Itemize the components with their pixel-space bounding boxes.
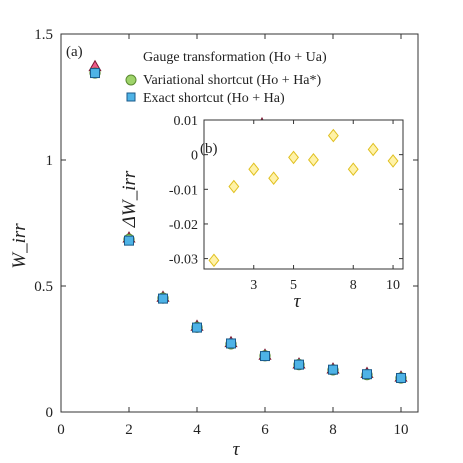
y-tick-label: 1.5 xyxy=(34,27,53,43)
x-tick-label: 0 xyxy=(57,422,65,438)
diamond-point-series-0 xyxy=(228,179,240,194)
diamond-point-series-0 xyxy=(208,253,220,268)
y-tick-label: 0.01 xyxy=(174,114,199,129)
y-tick-label: -0.03 xyxy=(169,253,198,268)
x-tick-label: 5 xyxy=(290,278,297,293)
main-data-points xyxy=(88,59,408,384)
x-tick-label: 8 xyxy=(329,422,337,438)
square-point-series-2 xyxy=(124,235,134,246)
panel-b-label: (b) xyxy=(200,141,218,157)
legend: Gauge transformation (Ho + Ua) Variation… xyxy=(125,50,327,129)
diamond-point-series-0 xyxy=(327,128,339,143)
square-point-series-2 xyxy=(226,338,236,349)
diamond-point-series-0 xyxy=(347,162,359,177)
x-tick-label: 4 xyxy=(193,422,201,438)
y-tick-label: -0.02 xyxy=(169,218,198,233)
main-y-axis-label: W_irr xyxy=(9,223,30,269)
x-tick-label: 2 xyxy=(125,422,133,438)
inset-axis-ticks: 3 5 8 10 0.01 0 -0.01 -0.02 -0.03 xyxy=(169,114,403,293)
x-tick-label: 10 xyxy=(394,422,409,438)
y-tick-label: 0 xyxy=(46,405,54,421)
inset-background xyxy=(204,120,403,269)
square-point-series-2 xyxy=(192,322,202,333)
x-tick-label: 10 xyxy=(386,278,400,293)
inset-plot-frame xyxy=(203,119,404,270)
inset-data-points xyxy=(208,128,399,268)
x-tick-label: 3 xyxy=(250,278,257,293)
x-tick-label: 6 xyxy=(261,422,269,438)
legend-label-exact: Exact shortcut (Ho + Ha) xyxy=(143,91,285,106)
y-tick-label: -0.01 xyxy=(169,183,198,198)
y-tick-label: 0.5 xyxy=(34,279,53,295)
legend-marker-exact xyxy=(126,92,136,102)
square-point-series-2 xyxy=(362,369,372,380)
main-x-axis-label: τ xyxy=(233,439,241,460)
diamond-point-series-0 xyxy=(387,154,399,168)
x-tick-label: 8 xyxy=(350,278,357,293)
y-tick-label: 1 xyxy=(46,153,54,169)
square-point-series-2 xyxy=(328,364,338,375)
square-point-series-2 xyxy=(260,351,270,362)
diamond-point-series-0 xyxy=(268,171,280,186)
main-plot: 0 2 4 6 8 10 0 0.5 1 1.5 (a) τ W_irr xyxy=(9,27,419,460)
diamond-point-series-0 xyxy=(288,150,299,165)
inset-x-axis-label: τ xyxy=(294,291,302,312)
legend-marker-variational xyxy=(125,74,137,86)
square-point-series-2 xyxy=(294,359,304,370)
square-point-series-2 xyxy=(90,68,100,79)
square-point-series-2 xyxy=(158,293,168,304)
diamond-point-series-0 xyxy=(248,162,260,177)
inset-plot: 3 5 8 10 0.01 0 -0.01 -0.02 -0.03 (b) τ ΔW_irr xyxy=(119,114,404,312)
square-point-series-2 xyxy=(396,372,406,383)
inset-y-axis-label: ΔW_irr xyxy=(119,170,140,228)
main-plot-frame xyxy=(60,33,419,413)
panel-a-label: (a) xyxy=(66,44,83,60)
main-axis-ticks: 0 2 4 6 8 10 0 0.5 1 1.5 xyxy=(34,27,418,438)
legend-label-gauge: Gauge transformation (Ho + Ua) xyxy=(143,50,327,65)
y-tick-label: 0 xyxy=(191,149,198,164)
diamond-point-series-0 xyxy=(367,142,379,157)
diamond-point-series-0 xyxy=(308,153,319,167)
legend-label-variational: Variational shortcut (Ho + Ha*) xyxy=(143,73,322,88)
